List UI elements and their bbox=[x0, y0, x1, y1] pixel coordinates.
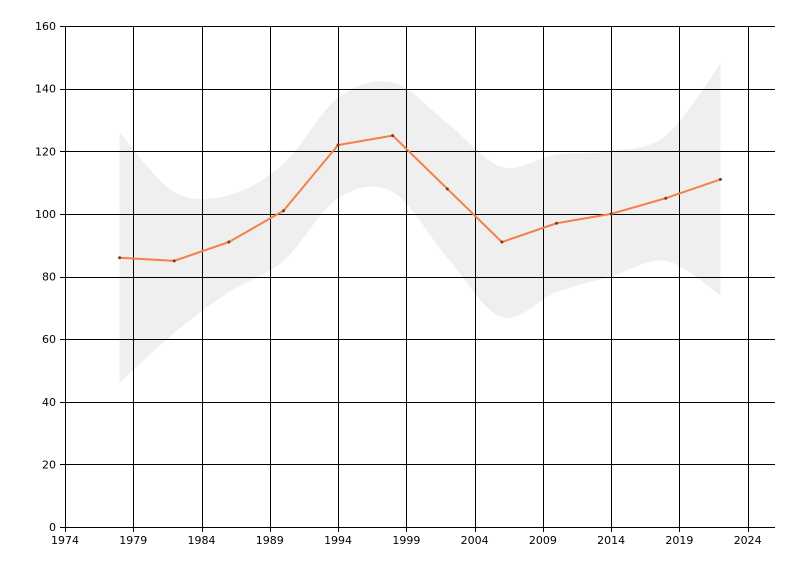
x-tick-label: 1984 bbox=[188, 534, 216, 547]
data-point bbox=[445, 187, 449, 191]
data-point bbox=[718, 177, 722, 181]
data-point bbox=[609, 212, 613, 216]
confidence-band-layer bbox=[119, 63, 721, 383]
data-point bbox=[555, 221, 559, 225]
data-point bbox=[172, 259, 176, 263]
y-tick-label: 140 bbox=[35, 83, 56, 96]
axis-layer bbox=[60, 26, 775, 532]
x-tick-label: 2009 bbox=[529, 534, 557, 547]
x-tick-label: 2024 bbox=[734, 534, 762, 547]
y-tick-label: 100 bbox=[35, 208, 56, 221]
data-point bbox=[118, 256, 122, 260]
series-line bbox=[119, 134, 721, 262]
data-point bbox=[500, 240, 504, 244]
y-tick-label: 20 bbox=[42, 458, 56, 471]
x-tick-label: 1989 bbox=[256, 534, 284, 547]
y-tick-label: 160 bbox=[35, 20, 56, 33]
x-tick-label: 2004 bbox=[461, 534, 489, 547]
x-tick-label: 2019 bbox=[665, 534, 693, 547]
x-tick-label: 2014 bbox=[597, 534, 625, 547]
data-point bbox=[281, 209, 285, 213]
tick-label-layer: 1974 1979 1984 1989 1994 1999 2004 2009 2014 2019… bbox=[35, 20, 762, 547]
y-tick-label: 120 bbox=[35, 145, 56, 158]
data-point bbox=[391, 134, 395, 138]
series-layer bbox=[118, 134, 722, 263]
confidence-band bbox=[119, 63, 721, 383]
y-tick-label: 60 bbox=[42, 333, 56, 346]
y-tick-label: 80 bbox=[42, 271, 56, 284]
x-tick-label: 1979 bbox=[119, 534, 147, 547]
x-tick-label: 1974 bbox=[51, 534, 79, 547]
data-point bbox=[336, 143, 340, 147]
x-tick-label: 1994 bbox=[324, 534, 352, 547]
x-tick-label: 1999 bbox=[392, 534, 420, 547]
data-point bbox=[664, 196, 668, 200]
y-tick-label: 0 bbox=[49, 521, 56, 534]
y-tick-label: 40 bbox=[42, 396, 56, 409]
data-point bbox=[227, 240, 231, 244]
